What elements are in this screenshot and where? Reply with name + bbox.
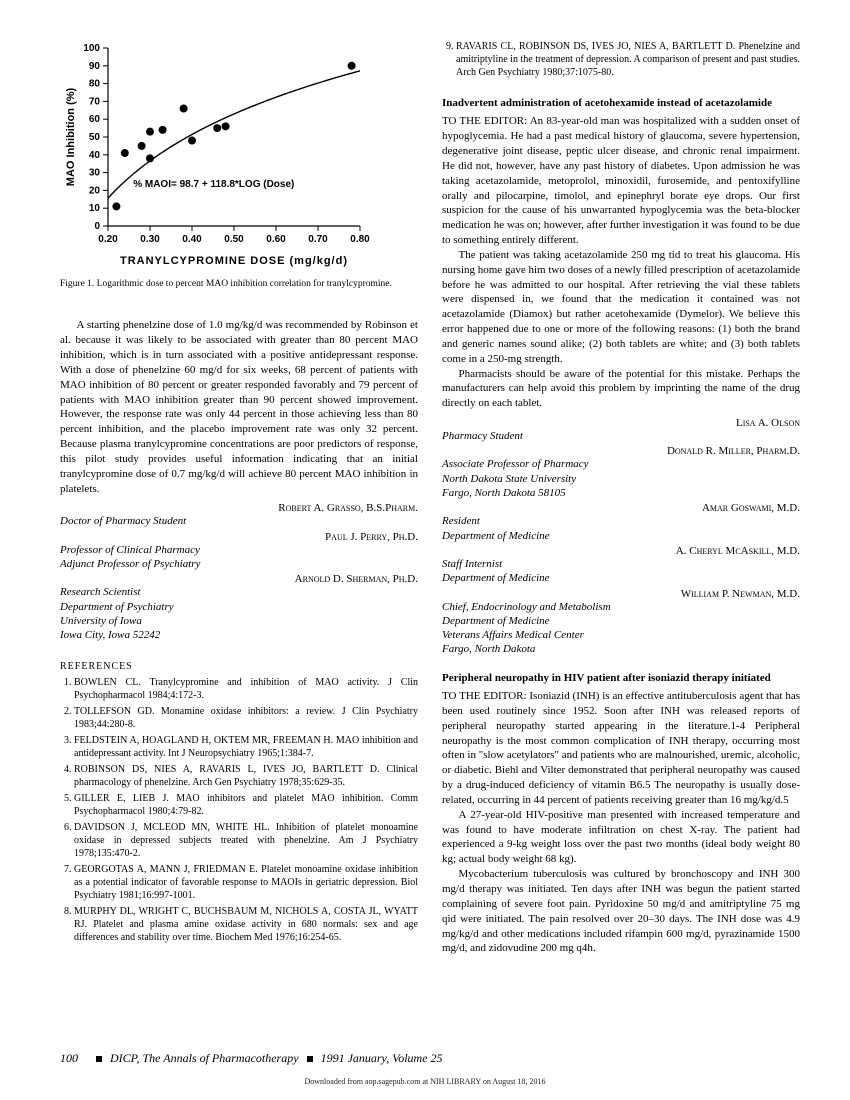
svg-text:0.70: 0.70 xyxy=(308,234,328,245)
svg-text:60: 60 xyxy=(89,114,101,125)
letter2-p2: A 27-year-old HIV-positive man presented… xyxy=(442,808,800,867)
page-number: 100 xyxy=(60,1051,78,1066)
svg-text:100: 100 xyxy=(83,43,100,54)
svg-text:0: 0 xyxy=(94,221,100,232)
author-name: William P. Newman, M.D. xyxy=(442,588,800,600)
svg-text:MAO Inhibition (%): MAO Inhibition (%) xyxy=(65,87,77,186)
author-name: Arnold D. Sherman, Ph.D. xyxy=(60,573,418,585)
right-column: RAVARIS CL, ROBINSON DS, IVES JO, NIES A… xyxy=(442,40,800,1010)
reference-item: TOLLEFSON GD. Monamine oxidase inhibitor… xyxy=(74,705,418,731)
figure-caption: Figure 1. Logarithmic dose to percent MA… xyxy=(60,278,418,290)
author-title: Associate Professor of Pharmacy North Da… xyxy=(442,457,800,500)
mao-chart: 0 10 20 30 40 50 60 70 80 90 100 0.20 0.30 0.40 0.50 0.… xyxy=(60,40,370,270)
svg-text:0.20: 0.20 xyxy=(98,234,118,245)
reference-item: FELDSTEIN A, HOAGLAND H, OKTEM MR, FREEM… xyxy=(74,734,418,760)
author-name: Donald R. Miller, Pharm.D. xyxy=(442,445,800,457)
references-heading: REFERENCES xyxy=(60,661,418,672)
svg-text:0.50: 0.50 xyxy=(224,234,244,245)
svg-text:30: 30 xyxy=(89,168,101,179)
svg-text:0.80: 0.80 xyxy=(350,234,370,245)
author-title: Resident Department of Medicine xyxy=(442,514,800,543)
letter2-title: Peripheral neuropathy in HIV patient aft… xyxy=(442,671,800,685)
letter2-p3: Mycobacterium tuberculosis was cultured … xyxy=(442,867,800,956)
left-body-paragraph: A starting phenelzine dose of 1.0 mg/kg/… xyxy=(60,318,418,496)
left-column: 0 10 20 30 40 50 60 70 80 90 100 0.20 0.30 0.40 0.50 0.… xyxy=(60,40,418,1010)
author-title: Staff Internist Department of Medicine xyxy=(442,557,800,586)
svg-text:70: 70 xyxy=(89,96,101,107)
reference-item: GILLER E, LIEB J. MAO inhibitors and pla… xyxy=(74,792,418,818)
author-name: Lisa A. Olson xyxy=(442,417,800,429)
issue-info: 1991 January, Volume 25 xyxy=(321,1051,443,1066)
author-title: Doctor of Pharmacy Student xyxy=(60,514,418,528)
author-name: Paul J. Perry, Ph.D. xyxy=(60,531,418,543)
svg-text:20: 20 xyxy=(89,185,101,196)
letter1-p2: The patient was taking acetazolamide 250… xyxy=(442,248,800,367)
references-continued: RAVARIS CL, ROBINSON DS, IVES JO, NIES A… xyxy=(442,40,800,82)
letter1-title: Inadvertent administration of acetohexam… xyxy=(442,96,800,110)
references-list: BOWLEN CL. Tranylcypromine and inhibitio… xyxy=(60,676,418,947)
letter2-p1: TO THE EDITOR: Isoniazid (INH) is an eff… xyxy=(442,689,800,808)
svg-text:0.60: 0.60 xyxy=(266,234,286,245)
author-title: Professor of Clinical Pharmacy Adjunct P… xyxy=(60,543,418,572)
svg-text:10: 10 xyxy=(89,203,101,214)
letter1-authors: Lisa A. OlsonPharmacy Student Donald R. M… xyxy=(442,415,800,657)
svg-text:80: 80 xyxy=(89,79,101,90)
chart-svg: 0 10 20 30 40 50 60 70 80 90 100 0.20 0.30 0.40 0.50 0.… xyxy=(60,40,370,270)
reference-item: GEORGOTAS A, MANN J, FRIEDMAN E. Platele… xyxy=(74,863,418,902)
reference-item: MURPHY DL, WRIGHT C, BUCHSBAUM M, NICHOL… xyxy=(74,905,418,944)
svg-text:0.40: 0.40 xyxy=(182,234,202,245)
page-footer: 100 DICP, The Annals of Pharmacotherapy … xyxy=(60,1051,800,1066)
author-name: Amar Goswami, M.D. xyxy=(442,502,800,514)
author-name: A. Cheryl McAskill, M.D. xyxy=(442,545,800,557)
reference-item: RAVARIS CL, ROBINSON DS, IVES JO, NIES A… xyxy=(456,40,800,79)
reference-item: BOWLEN CL. Tranylcypromine and inhibitio… xyxy=(74,676,418,702)
author-title: Research Scientist Department of Psychia… xyxy=(60,585,418,642)
author-name: Robert A. Grasso, B.S.Pharm. xyxy=(60,502,418,514)
separator-square xyxy=(307,1056,313,1062)
author-title: Chief, Endocrinology and Metabolism Depa… xyxy=(442,600,800,657)
reference-item: ROBINSON DS, NIES A, RAVARIS L, IVES JO,… xyxy=(74,763,418,789)
svg-text:90: 90 xyxy=(89,61,101,72)
svg-text:0.30: 0.30 xyxy=(140,234,160,245)
letter1-p1: TO THE EDITOR: An 83-year-old man was ho… xyxy=(442,114,800,248)
left-author-block: Robert A. Grasso, B.S.Pharm. Doctor of P… xyxy=(60,500,418,642)
page-columns: 0 10 20 30 40 50 60 70 80 90 100 0.20 0.30 0.40 0.50 0.… xyxy=(60,40,800,1010)
svg-text:% MAOI= 98.7 + 118.8*LOG (Dose: % MAOI= 98.7 + 118.8*LOG (Dose) xyxy=(133,179,294,190)
svg-text:50: 50 xyxy=(89,132,101,143)
reference-item: DAVIDSON J, MCLEOD MN, WHITE HL. Inhibit… xyxy=(74,821,418,860)
svg-text:TRANYLCYPROMINE DOSE (mg/kg/: TRANYLCYPROMINE DOSE (mg/kg/d) xyxy=(120,255,348,267)
author-title: Pharmacy Student xyxy=(442,429,800,443)
download-note: Downloaded from aop.sagepub.com at NIH L… xyxy=(0,1077,850,1086)
svg-text:40: 40 xyxy=(89,150,101,161)
journal-name: DICP, The Annals of Pharmacotherapy xyxy=(110,1051,299,1066)
letter1-p3: Pharmacists should be aware of the poten… xyxy=(442,367,800,412)
separator-square xyxy=(96,1056,102,1062)
